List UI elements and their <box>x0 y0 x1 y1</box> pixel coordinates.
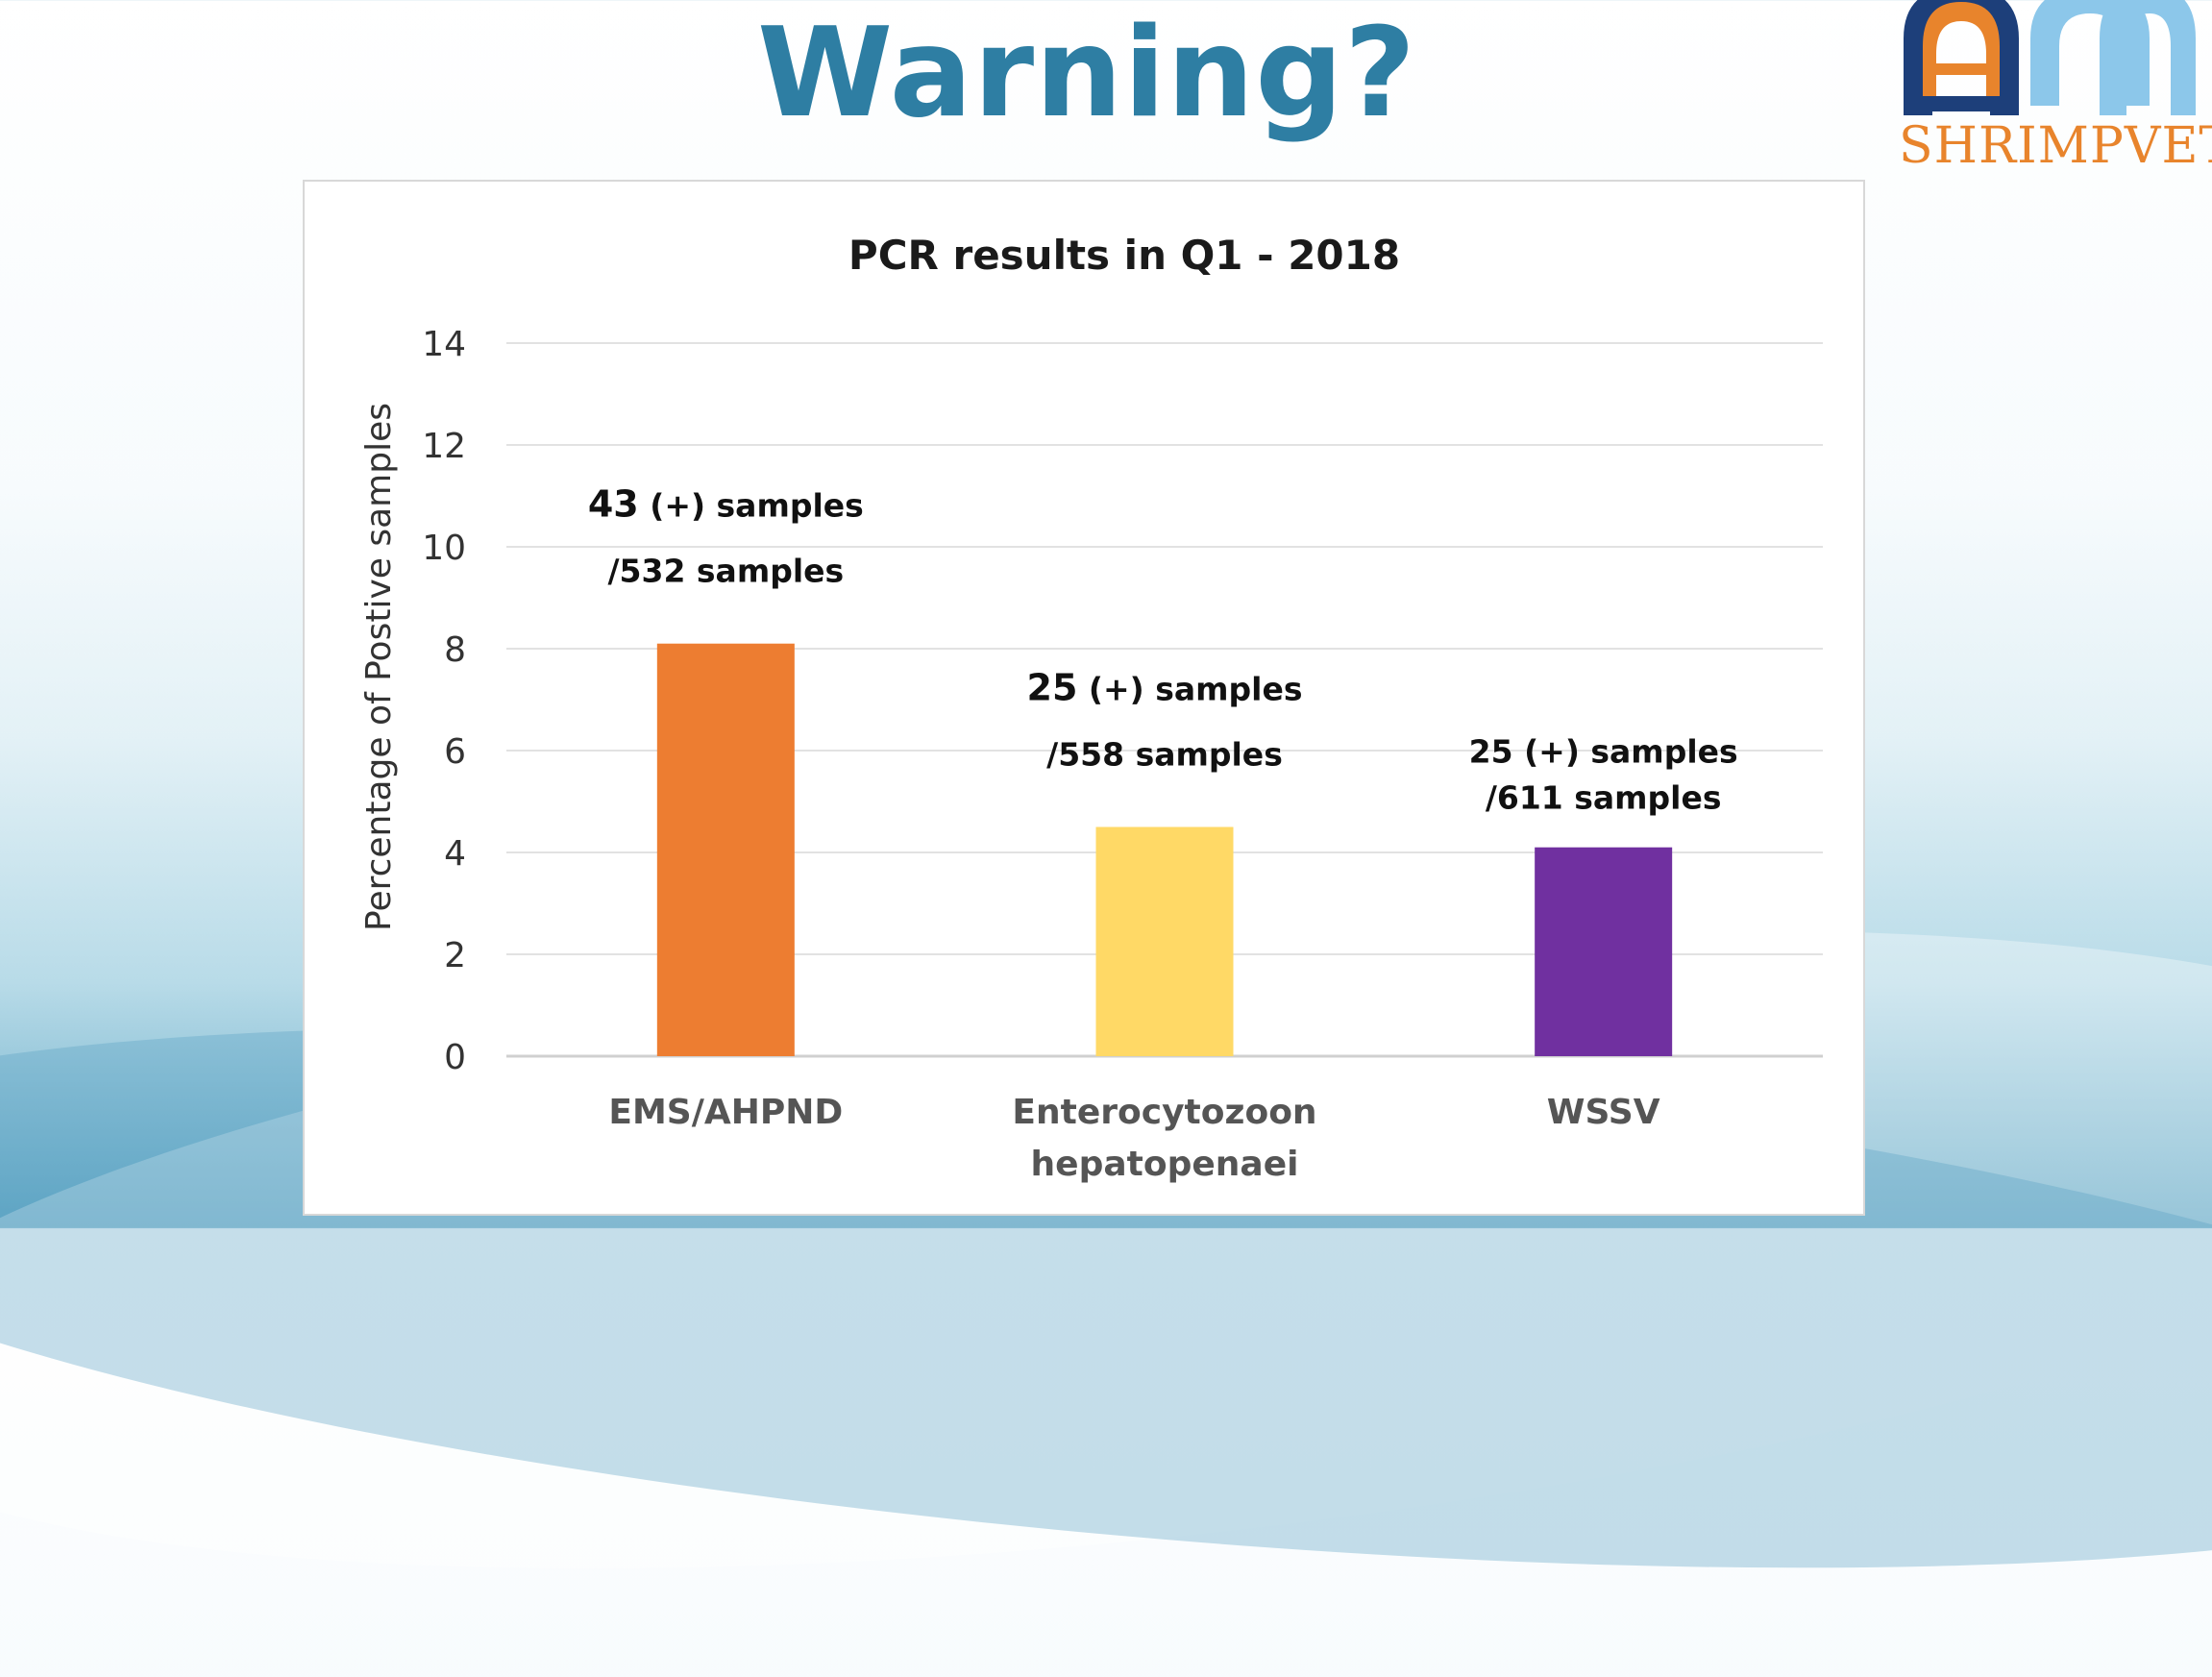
bar-chart: 0 2 4 6 8 10 12 14 Percentage of Postive sample… <box>359 232 1823 1184</box>
slide-title: Warning? <box>756 2 1417 145</box>
shrimpvet-logo-icon <box>1904 0 2196 115</box>
y-axis-ticks: 0 2 4 6 8 10 12 14 <box>422 325 466 1077</box>
bars <box>656 643 1673 1056</box>
x-category-label: hepatopenaei <box>1031 1145 1299 1184</box>
x-axis-categories: EMS/AHPND Enterocytozoon hepatopenaei WSSV <box>608 1093 1659 1184</box>
y-tick-label: 10 <box>422 529 466 568</box>
x-category-label: EMS/AHPND <box>608 1093 843 1132</box>
y-tick-label: 4 <box>444 834 466 874</box>
bar <box>1535 847 1673 1056</box>
data-label: 43 (+) samples <box>588 483 864 526</box>
bar <box>656 643 795 1056</box>
data-label: 25 (+) samples <box>1469 733 1738 771</box>
chart-panel: 0 2 4 6 8 10 12 14 Percentage of Postive sample… <box>303 180 1865 1216</box>
y-tick-label: 6 <box>444 732 466 772</box>
y-tick-label: 8 <box>444 630 466 670</box>
y-tick-label: 0 <box>444 1038 466 1077</box>
logo-text: SHRIMPVET <box>1899 117 2212 175</box>
data-label: /532 samples <box>607 553 844 590</box>
y-tick-label: 14 <box>422 325 466 364</box>
data-labels: 43 (+) samples/532 samples 25 (+) samples… <box>588 483 1738 817</box>
y-tick-label: 12 <box>422 427 466 466</box>
bar <box>1095 826 1234 1056</box>
data-label: 25 (+) samples <box>1027 667 1303 709</box>
x-category-label: Enterocytozoon <box>1012 1093 1316 1132</box>
chart-title: PCR results in Q1 - 2018 <box>848 232 1400 279</box>
y-tick-label: 2 <box>444 936 466 975</box>
y-axis-label: Percentage of Postive samples <box>359 403 399 931</box>
x-category-label: WSSV <box>1547 1093 1660 1132</box>
data-label: /558 samples <box>1046 736 1283 774</box>
data-label: /611 samples <box>1486 779 1722 817</box>
